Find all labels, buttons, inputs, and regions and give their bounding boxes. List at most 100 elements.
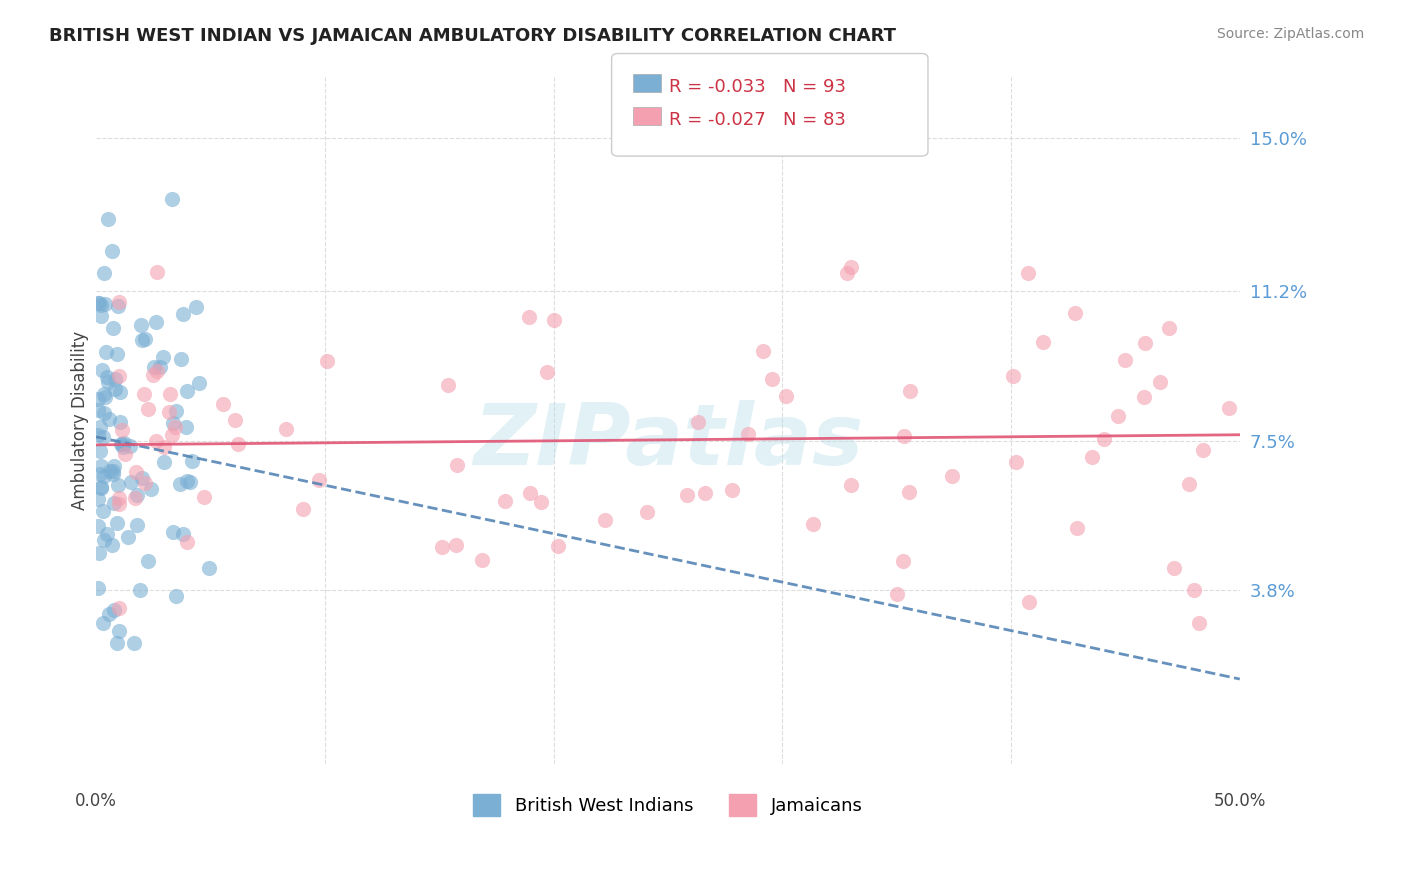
Point xyxy=(174,420,197,434)
Point xyxy=(139,482,162,496)
Text: ZIPatlas: ZIPatlas xyxy=(472,400,863,483)
Point xyxy=(108,497,131,511)
Point xyxy=(87,581,110,595)
Point xyxy=(110,437,132,451)
Point xyxy=(90,481,112,495)
Point xyxy=(146,265,169,279)
Point xyxy=(108,384,131,399)
Point xyxy=(90,298,112,312)
Point xyxy=(91,615,114,630)
Point xyxy=(444,538,467,552)
Point xyxy=(146,364,169,378)
Point xyxy=(212,397,235,411)
Point xyxy=(1114,353,1136,368)
Point xyxy=(172,527,194,541)
Point xyxy=(430,540,453,554)
Point xyxy=(170,352,193,367)
Point xyxy=(595,513,617,527)
Point xyxy=(134,386,156,401)
Point xyxy=(162,416,184,430)
Point xyxy=(97,211,120,226)
Point xyxy=(437,377,460,392)
Point xyxy=(111,437,134,451)
Point xyxy=(103,321,125,335)
Point xyxy=(107,477,129,491)
Point xyxy=(152,350,174,364)
Legend: British West Indians, Jamaicans: British West Indians, Jamaicans xyxy=(465,787,870,823)
Point xyxy=(87,491,110,506)
Point xyxy=(131,470,153,484)
Point xyxy=(90,459,112,474)
Point xyxy=(180,454,202,468)
Point xyxy=(90,363,112,377)
Point xyxy=(96,344,118,359)
Point xyxy=(96,370,118,384)
Text: 50.0%: 50.0% xyxy=(1213,792,1265,810)
Point xyxy=(176,384,198,398)
Point xyxy=(104,372,127,386)
Point xyxy=(97,375,120,389)
Point xyxy=(105,636,128,650)
Point xyxy=(1157,321,1180,335)
Point xyxy=(93,387,115,401)
Point xyxy=(153,440,176,454)
Point xyxy=(941,469,963,483)
Point xyxy=(89,467,111,481)
Point xyxy=(111,440,134,454)
Point xyxy=(93,430,115,444)
Point xyxy=(193,491,215,505)
Point xyxy=(93,533,115,547)
Point xyxy=(1132,390,1154,404)
Point xyxy=(187,376,209,390)
Point xyxy=(198,561,221,575)
Point xyxy=(1032,334,1054,349)
Point xyxy=(841,477,863,491)
Point xyxy=(101,464,124,478)
Point xyxy=(143,359,166,374)
Point xyxy=(125,517,148,532)
Point xyxy=(226,437,249,451)
Point xyxy=(98,607,121,621)
Point xyxy=(886,587,908,601)
Point xyxy=(1002,369,1025,384)
Point xyxy=(891,554,914,568)
Point xyxy=(93,406,115,420)
Text: Source: ZipAtlas.com: Source: ZipAtlas.com xyxy=(1216,27,1364,41)
Point xyxy=(87,427,110,442)
Point xyxy=(104,382,127,396)
Point xyxy=(636,505,658,519)
Point xyxy=(471,553,494,567)
Point xyxy=(117,530,139,544)
Point xyxy=(160,192,183,206)
Point xyxy=(108,601,131,615)
Point xyxy=(89,546,111,560)
Point xyxy=(801,517,824,532)
Point xyxy=(316,354,339,368)
Point xyxy=(775,388,797,402)
Point xyxy=(176,534,198,549)
Point xyxy=(169,477,191,491)
Point xyxy=(101,538,124,552)
Point xyxy=(120,439,142,453)
Point xyxy=(163,420,186,434)
Point xyxy=(108,295,131,310)
Point xyxy=(160,428,183,442)
Point xyxy=(124,491,146,505)
Point xyxy=(108,491,131,506)
Point xyxy=(1191,442,1213,457)
Point xyxy=(543,312,565,326)
Y-axis label: Ambulatory Disability: Ambulatory Disability xyxy=(72,331,89,510)
Point xyxy=(224,413,246,427)
Point xyxy=(898,384,921,399)
Point xyxy=(111,423,134,437)
Point xyxy=(1182,583,1205,598)
Point xyxy=(134,333,156,347)
Point xyxy=(145,434,167,449)
Point xyxy=(108,624,131,638)
Point xyxy=(131,333,153,347)
Point xyxy=(103,603,125,617)
Point xyxy=(675,488,697,502)
Point xyxy=(107,299,129,313)
Point xyxy=(1218,401,1240,415)
Text: 0.0%: 0.0% xyxy=(76,792,117,810)
